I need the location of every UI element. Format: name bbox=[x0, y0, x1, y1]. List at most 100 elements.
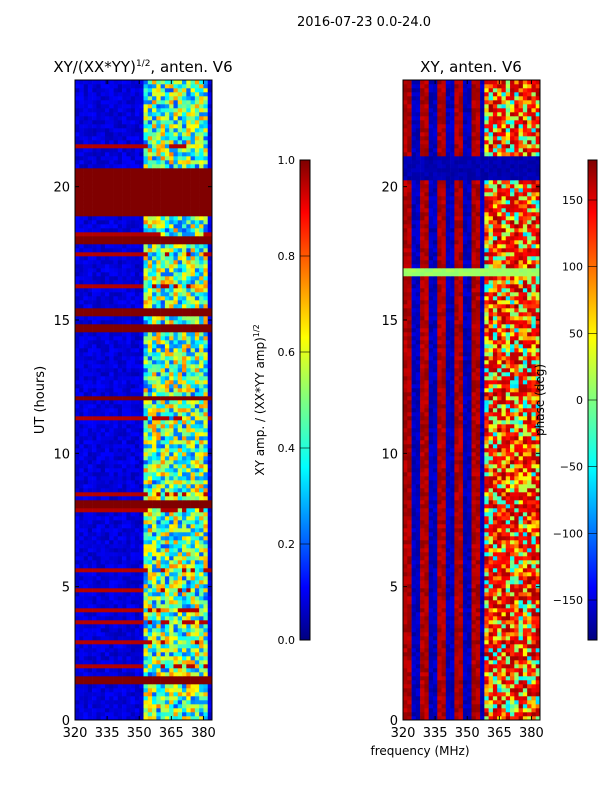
heatmap-cell bbox=[203, 588, 209, 593]
heatmap-cell bbox=[83, 140, 89, 145]
heatmap-cell bbox=[152, 588, 157, 593]
heatmap-cell bbox=[83, 496, 89, 501]
heatmap-cell bbox=[104, 384, 110, 389]
heatmap-cell bbox=[199, 352, 204, 357]
heatmap-cell bbox=[75, 616, 80, 621]
heatmap-cell bbox=[92, 444, 97, 449]
heatmap-cell bbox=[203, 464, 209, 469]
heatmap-cell bbox=[160, 584, 166, 589]
heatmap-cell bbox=[96, 324, 101, 329]
heatmap-cell bbox=[113, 688, 119, 693]
heatmap-cell bbox=[117, 652, 123, 657]
heatmap-cell bbox=[75, 544, 80, 549]
heatmap-cell bbox=[182, 292, 187, 297]
heatmap-cell bbox=[104, 652, 110, 657]
heatmap-cell bbox=[203, 276, 209, 281]
heatmap-cell bbox=[109, 660, 114, 665]
heatmap-cell bbox=[160, 512, 166, 517]
heatmap-cell bbox=[113, 464, 119, 469]
heatmap-cell bbox=[75, 676, 80, 681]
heatmap-cell bbox=[186, 656, 191, 661]
heatmap-cell bbox=[100, 484, 106, 489]
heatmap-cell bbox=[130, 476, 136, 481]
heatmap-cell bbox=[117, 632, 123, 637]
heatmap-cell bbox=[134, 328, 140, 333]
heatmap-cell bbox=[75, 704, 80, 709]
heatmap-cell bbox=[134, 128, 140, 133]
heatmap-cell bbox=[75, 336, 80, 341]
heatmap-cell bbox=[194, 688, 200, 693]
heatmap-cell bbox=[147, 320, 153, 325]
heatmap-cell bbox=[190, 412, 196, 417]
heatmap-cell bbox=[109, 688, 114, 693]
heatmap-cell bbox=[203, 116, 209, 121]
heatmap-cell bbox=[113, 316, 119, 321]
heatmap-cell bbox=[126, 120, 131, 125]
heatmap-cell bbox=[207, 460, 213, 465]
heatmap-cell bbox=[109, 480, 114, 485]
heatmap-cell bbox=[164, 376, 170, 381]
heatmap-cell bbox=[104, 680, 110, 685]
heatmap-cell bbox=[182, 568, 187, 573]
heatmap-cell bbox=[147, 388, 153, 393]
heatmap-cell bbox=[92, 164, 97, 169]
heatmap-cell bbox=[177, 304, 183, 309]
heatmap-cell bbox=[139, 652, 144, 657]
heatmap-cell bbox=[130, 460, 136, 465]
heatmap-cell bbox=[207, 616, 213, 621]
heatmap-cell bbox=[152, 336, 157, 341]
heatmap-cell bbox=[113, 264, 119, 269]
heatmap-cell bbox=[100, 164, 106, 169]
heatmap-cell bbox=[75, 300, 80, 305]
heatmap-cell bbox=[113, 528, 119, 533]
heatmap-cell bbox=[143, 660, 149, 665]
heatmap-cell bbox=[147, 300, 153, 305]
heatmap-cell bbox=[147, 624, 153, 629]
heatmap-cell bbox=[130, 488, 136, 493]
heatmap-cell bbox=[147, 580, 153, 585]
heatmap-cell bbox=[92, 536, 97, 541]
heatmap-cell bbox=[134, 300, 140, 305]
heatmap-cell bbox=[122, 528, 127, 533]
heatmap-cell bbox=[147, 248, 153, 253]
heatmap-cell bbox=[169, 176, 174, 181]
heatmap-cell bbox=[199, 364, 204, 369]
heatmap-cell bbox=[104, 120, 110, 125]
heatmap-cell bbox=[100, 196, 106, 201]
heatmap-cell bbox=[194, 344, 200, 349]
heatmap-cell bbox=[156, 228, 161, 233]
heatmap-cell bbox=[92, 448, 97, 453]
heatmap-cell bbox=[100, 676, 106, 681]
heatmap-cell bbox=[190, 200, 196, 205]
heatmap-cell bbox=[147, 700, 153, 705]
heatmap-cell bbox=[130, 408, 136, 413]
heatmap-cell bbox=[147, 228, 153, 233]
figure-suptitle: 2016-07-23 0.0-24.0 bbox=[297, 15, 431, 30]
heatmap-cell bbox=[186, 328, 191, 333]
heatmap-cell bbox=[134, 260, 140, 265]
heatmap-cell bbox=[134, 544, 140, 549]
heatmap-cell bbox=[109, 528, 114, 533]
heatmap-cell bbox=[207, 524, 213, 529]
heatmap-cell bbox=[182, 216, 187, 221]
heatmap-cell bbox=[177, 104, 183, 109]
heatmap-cell bbox=[199, 500, 204, 505]
heatmap-cell bbox=[199, 216, 204, 221]
heatmap-cell bbox=[194, 240, 200, 245]
heatmap-cell bbox=[100, 652, 106, 657]
heatmap-cell bbox=[194, 576, 200, 581]
heatmap-cell bbox=[203, 120, 209, 125]
heatmap-cell bbox=[96, 540, 101, 545]
heatmap-cell bbox=[147, 160, 153, 165]
heatmap-cell bbox=[177, 568, 183, 573]
heatmap-cell bbox=[139, 612, 144, 617]
heatmap-cell bbox=[173, 212, 179, 217]
heatmap-cell bbox=[199, 716, 204, 721]
heatmap-cell bbox=[109, 260, 114, 265]
heatmap-cell bbox=[182, 692, 187, 697]
heatmap-cell bbox=[109, 384, 114, 389]
heatmap-cell bbox=[75, 400, 80, 405]
heatmap-cell bbox=[173, 576, 179, 581]
heatmap-cell bbox=[100, 272, 106, 277]
heatmap-cell bbox=[134, 648, 140, 653]
